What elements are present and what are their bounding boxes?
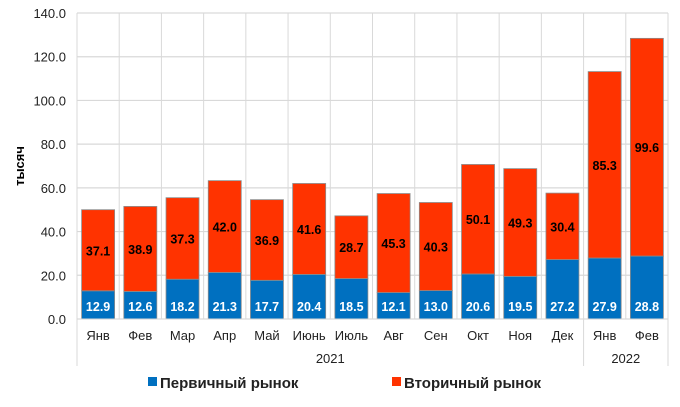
year-group-label: 2022 [611, 351, 640, 366]
bar-segment-primary [629, 255, 664, 320]
data-label: 42.0 [213, 221, 237, 235]
data-label: 28.7 [339, 241, 363, 255]
data-label: 12.1 [381, 300, 405, 314]
x-tick-label: Янв [86, 328, 110, 343]
bar-segment-primary [334, 278, 369, 320]
data-label: 12.6 [128, 300, 152, 314]
y-tick-label: 120.0 [33, 50, 66, 65]
bar-segment-secondary [81, 209, 116, 292]
bar-segment-secondary [292, 183, 327, 275]
bar-segment-primary [461, 273, 495, 320]
data-label: 27.9 [593, 300, 617, 314]
y-tick-label: 0.0 [48, 312, 66, 327]
bar-segment-primary [545, 259, 580, 320]
bar-segment-secondary [250, 199, 284, 281]
axes: 0.0 20.0 40.0 60.0 80.0 100.0 120.0 140.0 Янв Фев… [33, 6, 669, 366]
grid [76, 12, 669, 320]
x-tick-label: Фев [635, 328, 659, 343]
bar-segment-primary [250, 279, 284, 320]
data-label: 99.6 [635, 141, 659, 155]
x-tick-label: Июнь [293, 328, 326, 343]
bar-segment-secondary [207, 180, 242, 273]
x-tick-label: Мар [170, 328, 195, 343]
bar-segment-primary [165, 278, 200, 320]
x-tick-label: Апр [213, 328, 236, 343]
data-label: 37.3 [170, 232, 194, 246]
data-label: 37.1 [86, 244, 110, 258]
legend-swatch-secondary [392, 377, 401, 386]
data-label: 20.6 [466, 300, 490, 314]
bar-segment-secondary [123, 206, 158, 292]
data-label: 20.4 [297, 300, 321, 314]
x-tick-label: Фев [128, 328, 152, 343]
bar-segment-primary [292, 274, 327, 320]
bar-segment-secondary [461, 164, 495, 275]
y-tick-label: 140.0 [33, 6, 66, 21]
x-tick-label: Ноя [508, 328, 532, 343]
year-group-label: 2021 [316, 351, 345, 366]
bar-segment-secondary [165, 197, 200, 280]
x-tick-label: Июль [335, 328, 368, 343]
legend-swatch-primary [148, 377, 157, 386]
data-label: 28.8 [635, 300, 659, 314]
data-label: 18.5 [339, 300, 363, 314]
data-label: 19.5 [508, 300, 532, 314]
data-label: 49.3 [508, 217, 532, 231]
data-label: 36.9 [255, 234, 279, 248]
bar-segment-secondary [503, 168, 538, 277]
y-tick-label: 20.0 [41, 268, 66, 283]
data-label: 50.1 [466, 213, 490, 227]
x-tick-label: Авг [383, 328, 404, 343]
bars: 12.9 37.1 12.6 38.9 18.2 37.3 21.3 42.0 17.7 36.9… [81, 37, 664, 320]
legend: Первичный рынок Вторичный рынок [148, 375, 541, 392]
bar-segment-primary [81, 290, 116, 320]
y-tick-label: 60.0 [41, 181, 66, 196]
data-label: 21.3 [213, 300, 237, 314]
bar-segment-secondary [376, 193, 411, 293]
data-label: 17.7 [255, 300, 279, 314]
data-label: 85.3 [593, 159, 617, 173]
x-tick-label: Дек [552, 328, 574, 343]
x-tick-label: Окт [467, 328, 489, 343]
data-label: 40.3 [424, 241, 448, 255]
data-label: 41.6 [297, 223, 321, 237]
bar-segment-secondary [629, 37, 664, 257]
data-label: 12.9 [86, 300, 110, 314]
x-tick-label: Янв [593, 328, 617, 343]
y-tick-label: 100.0 [33, 93, 66, 108]
x-tick-label: Май [254, 328, 279, 343]
bar-segment-secondary [334, 215, 369, 279]
legend-label-secondary: Вторичный рынок [404, 375, 541, 392]
data-label: 30.4 [550, 220, 574, 234]
bar-segment-secondary [418, 202, 453, 291]
bar-segment-primary [207, 272, 242, 320]
y-tick-label: 80.0 [41, 137, 66, 152]
bar-segment-secondary [587, 71, 622, 259]
data-label: 45.3 [381, 237, 405, 251]
data-label: 18.2 [170, 300, 194, 314]
x-tick-label: Сен [424, 328, 448, 343]
y-tick-label: 40.0 [41, 225, 66, 240]
bar-segment-secondary [545, 192, 580, 260]
data-label: 38.9 [128, 243, 152, 257]
y-axis-label: тысяч [12, 146, 27, 186]
data-label: 13.0 [424, 300, 448, 314]
legend-label-primary: Первичный рынок [160, 375, 299, 392]
data-label: 27.2 [550, 300, 574, 314]
